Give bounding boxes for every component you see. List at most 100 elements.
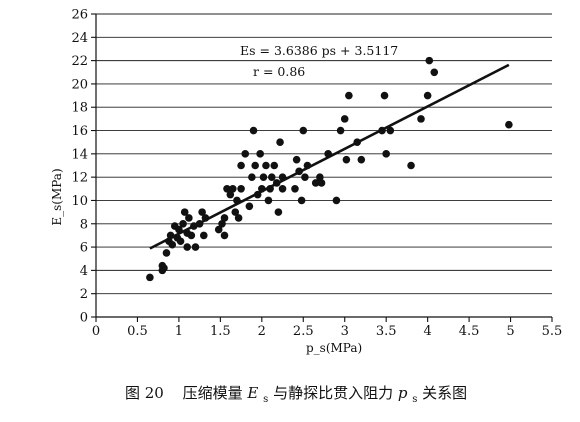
y-tick-label-24: 24 [71, 31, 88, 46]
y-tick-label-12: 12 [71, 171, 88, 186]
data-point-28 [220, 214, 229, 222]
data-point-50 [270, 161, 279, 170]
data-point-12 [176, 237, 185, 246]
x-axis-label: p_s(MPa) [306, 341, 362, 355]
data-point-43 [256, 150, 264, 158]
data-point-36 [237, 161, 245, 170]
x-tick-label-3.5: 3.5 [376, 324, 397, 339]
y-tick-label-2: 2 [80, 287, 88, 302]
data-point-37 [241, 150, 250, 158]
data-point-82 [430, 68, 439, 77]
data-point-8 [168, 240, 177, 249]
caption-text-2: 与静探比贯入阻力 [273, 384, 398, 402]
regression-line [149, 63, 510, 250]
data-point-38 [245, 202, 254, 211]
x-tick-label-4: 4 [423, 324, 431, 339]
data-point-41 [251, 161, 259, 170]
data-point-34 [234, 214, 243, 222]
data-point-35 [237, 185, 245, 193]
correlation-coefficient: r = 0.86 [253, 64, 305, 79]
data-point-68 [336, 126, 345, 135]
data-point-40 [249, 126, 258, 135]
data-point-14 [180, 208, 189, 216]
y-tick-label-4: 4 [80, 264, 88, 279]
x-tick-label-4.5: 4.5 [459, 324, 480, 339]
data-point-60 [299, 126, 308, 135]
regression-line-group [149, 63, 510, 250]
data-point-54 [278, 185, 287, 193]
data-point-15 [183, 243, 191, 251]
caption-ps-subscript: s [412, 394, 417, 405]
y-tick-label-8: 8 [80, 217, 88, 232]
y-tick-label-0: 0 [80, 311, 88, 326]
x-tick-label-5: 5 [506, 324, 514, 339]
x-tick-label-0.5: 0.5 [127, 324, 148, 339]
data-point-76 [382, 150, 390, 158]
data-point-46 [262, 161, 270, 170]
data-point-49 [267, 173, 276, 181]
y-tick-label-20: 20 [71, 77, 88, 92]
y-tick-label-6: 6 [80, 241, 88, 256]
data-point-71 [345, 91, 353, 100]
data-point-70 [342, 155, 351, 164]
data-point-26 [218, 219, 226, 228]
caption-text-3: 关系图 [422, 384, 467, 402]
data-point-78 [407, 161, 415, 170]
caption-figure-number: 图 20 [125, 384, 164, 402]
data-point-17 [185, 214, 193, 222]
data-point-81 [425, 56, 434, 65]
figure-caption: 图 20 压缩模量 E s 与静探比贯入阻力 p s 关系图 [125, 384, 467, 406]
caption-ps-symbol: p [398, 384, 408, 402]
caption-text-1: 压缩模量 [183, 384, 248, 402]
x-tick-label-0: 0 [92, 324, 100, 339]
x-tick-label-1.5: 1.5 [210, 324, 231, 339]
caption-es-subscript: s [263, 394, 268, 405]
data-point-69 [340, 115, 349, 123]
data-point-65 [317, 179, 326, 187]
x-tick-label-3: 3 [341, 324, 349, 339]
data-point-32 [231, 208, 240, 216]
data-point-25 [214, 225, 223, 234]
data-point-73 [357, 155, 366, 164]
y-tick-label-14: 14 [71, 147, 88, 162]
data-point-5 [162, 249, 171, 257]
data-point-27 [220, 231, 229, 240]
data-point-22 [198, 208, 206, 216]
data-point-39 [248, 173, 256, 181]
data-point-30 [226, 190, 235, 199]
data-point-61 [301, 173, 309, 181]
data-point-59 [297, 196, 306, 205]
y-tick-label-26: 26 [71, 8, 88, 23]
data-point-64 [316, 173, 324, 181]
data-point-53 [276, 138, 284, 146]
data-point-67 [332, 196, 341, 205]
data-point-77 [386, 126, 395, 135]
data-point-13 [179, 219, 187, 228]
y-tick-label-16: 16 [71, 124, 88, 139]
x-tick-label-5.5: 5.5 [542, 324, 563, 339]
caption-es-symbol: E [246, 384, 258, 402]
y-tick-label-10: 10 [71, 194, 88, 209]
data-point-79 [417, 115, 425, 123]
data-point-23 [199, 231, 208, 240]
data-point-83 [505, 120, 513, 129]
data-point-52 [274, 208, 283, 216]
data-point-47 [264, 196, 273, 205]
data-point-45 [259, 173, 268, 181]
data-point-4 [160, 264, 168, 272]
data-point-56 [291, 185, 299, 193]
x-tick-label-2: 2 [258, 324, 266, 339]
data-point-63 [311, 179, 320, 187]
data-point-29 [223, 185, 231, 193]
data-point-18 [187, 231, 196, 240]
x-tick-label-2.5: 2.5 [293, 324, 314, 339]
data-point-57 [292, 155, 301, 164]
data-point-31 [229, 185, 237, 193]
y-tick-label-18: 18 [71, 101, 88, 116]
y-tick-label-22: 22 [71, 54, 88, 69]
y-axis-label: E_s(MPa) [50, 168, 64, 225]
regression-equation: Es = 3.6386 ps + 3.5117 [240, 43, 398, 58]
